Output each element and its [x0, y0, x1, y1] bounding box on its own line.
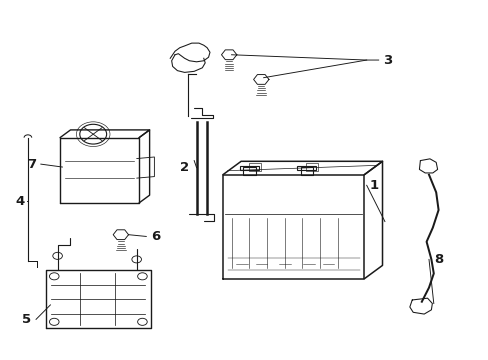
Text: 4: 4 — [16, 195, 24, 208]
Text: 5: 5 — [22, 313, 31, 326]
Text: 3: 3 — [383, 54, 392, 67]
Text: 6: 6 — [151, 230, 160, 243]
Text: 8: 8 — [433, 253, 442, 266]
Bar — [297, 166, 316, 170]
Bar — [248, 163, 261, 171]
Text: 2: 2 — [180, 161, 189, 174]
Text: 7: 7 — [27, 158, 36, 171]
Bar — [243, 167, 255, 175]
Bar — [305, 163, 318, 171]
Text: 1: 1 — [368, 179, 377, 192]
Bar — [239, 166, 258, 170]
Bar — [300, 167, 312, 175]
